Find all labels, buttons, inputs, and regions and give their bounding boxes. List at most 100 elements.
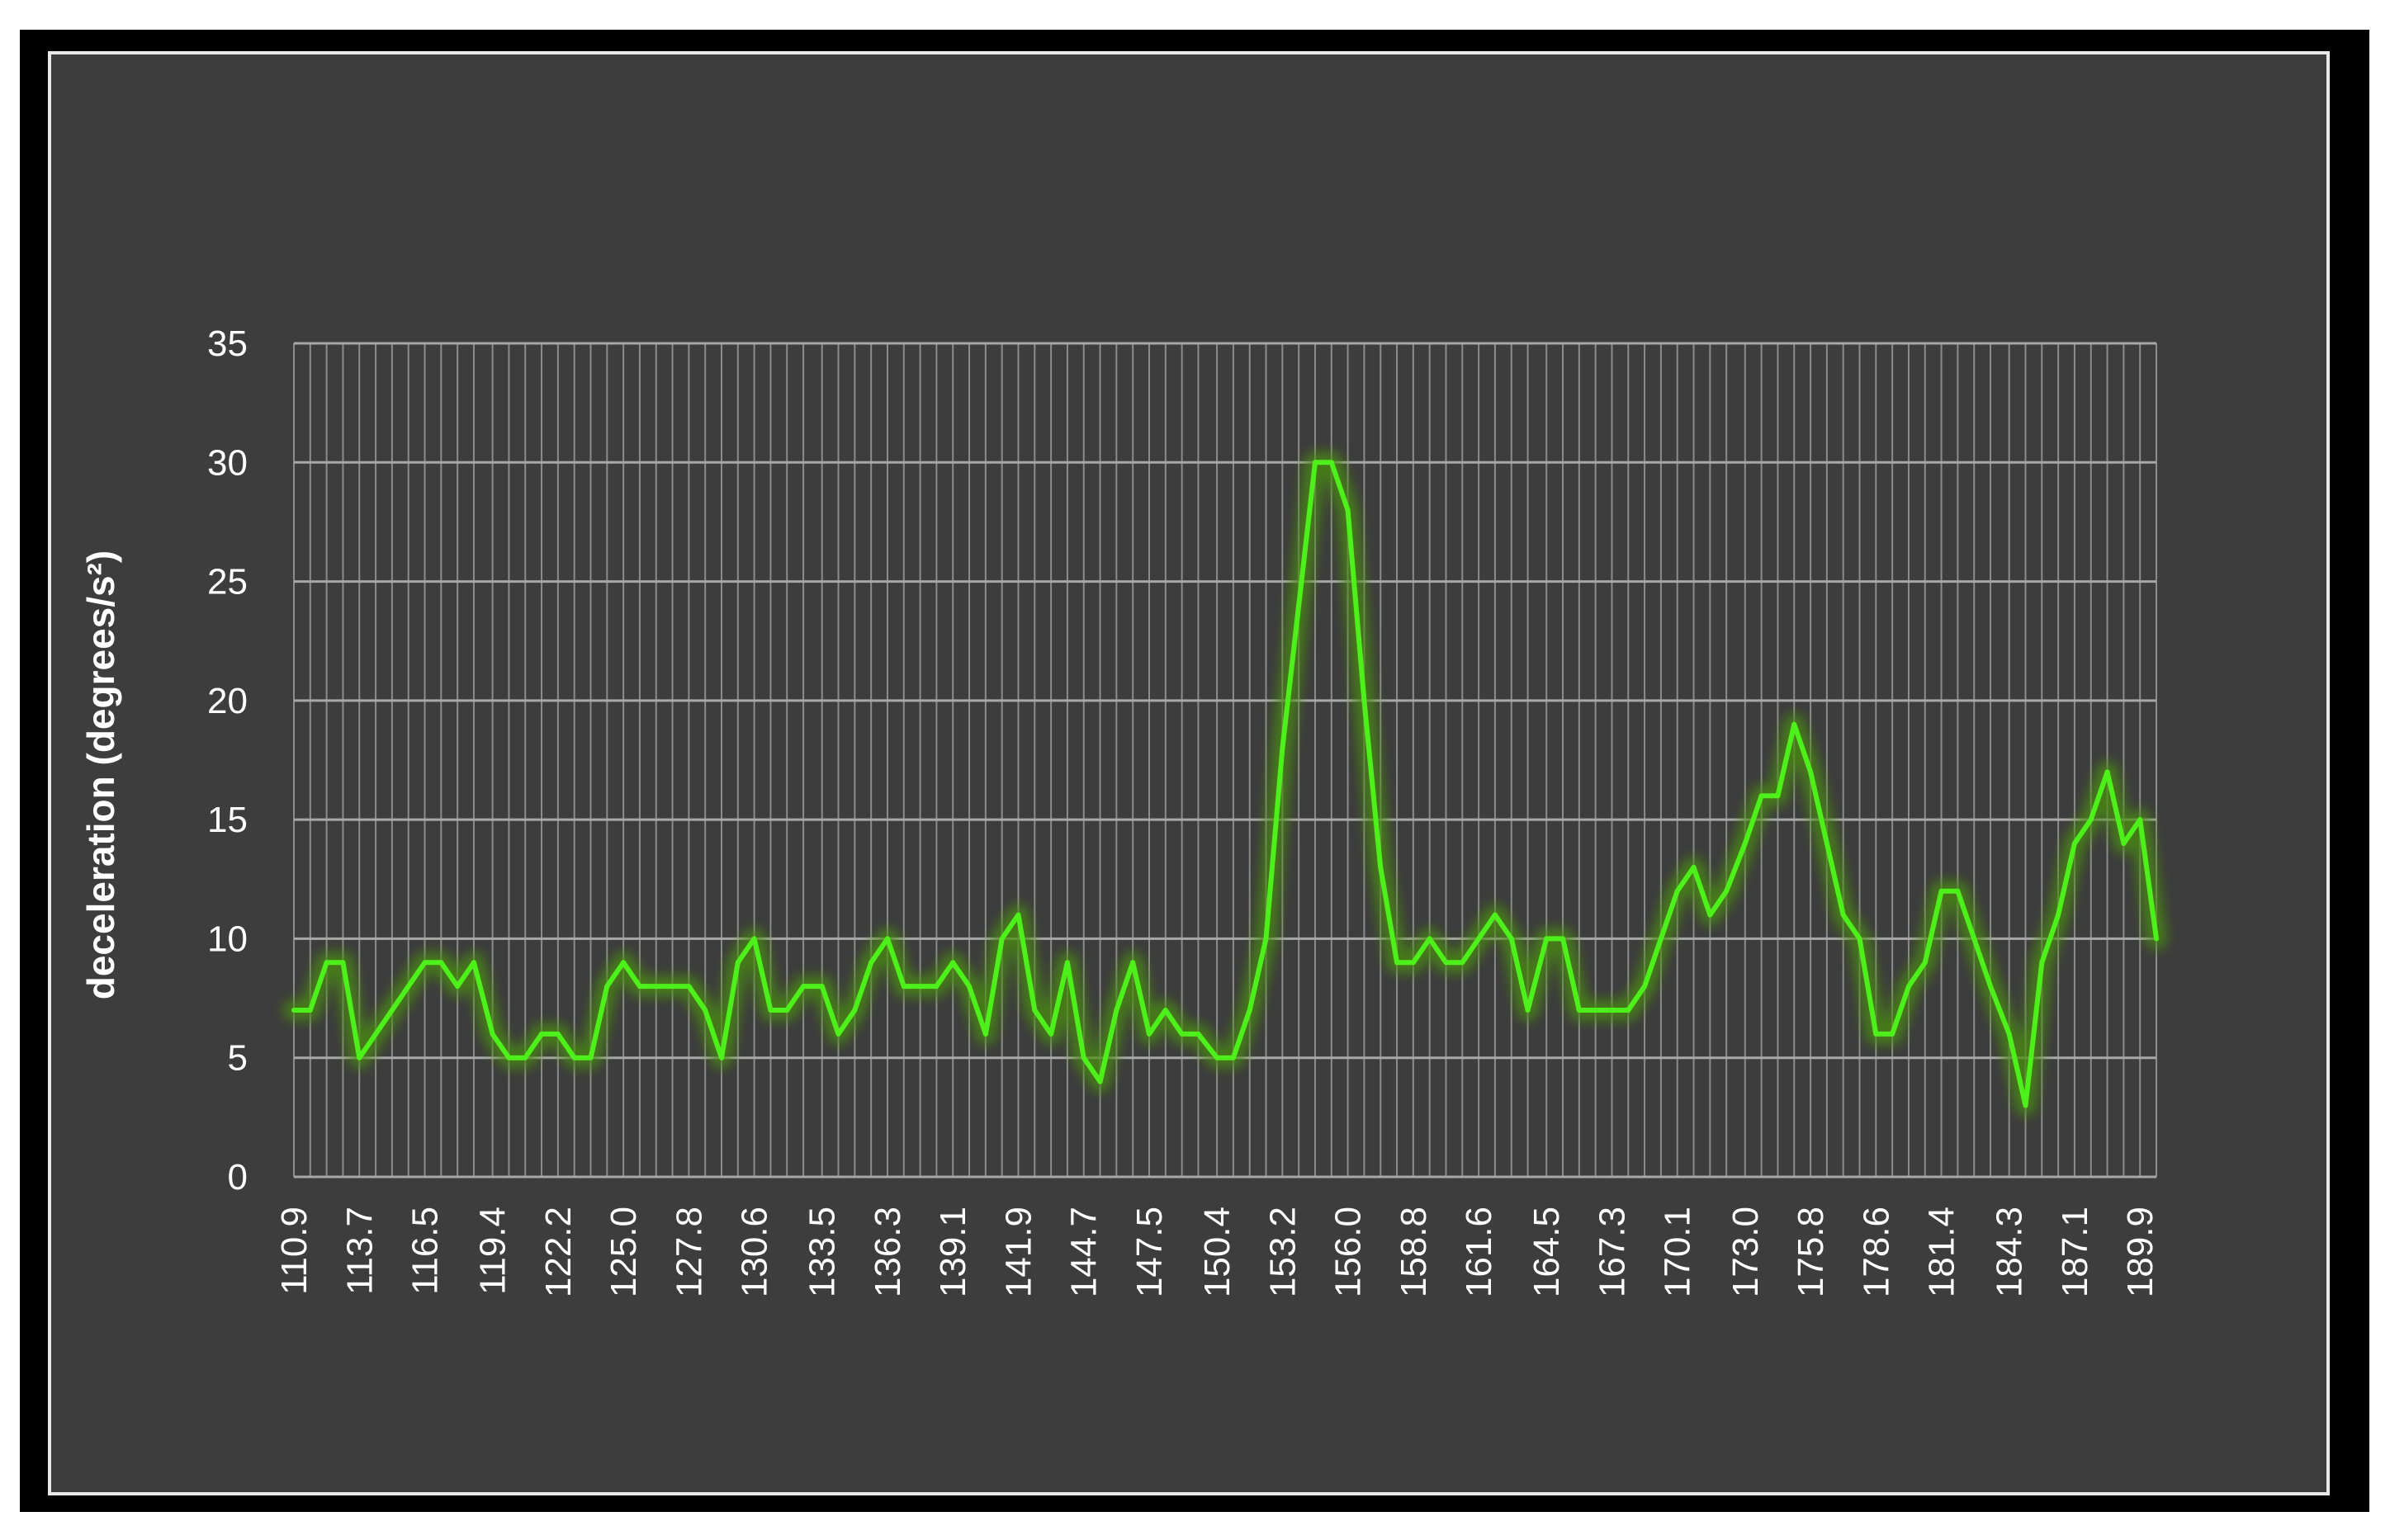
data-point [490, 1031, 495, 1037]
data-point [307, 1008, 313, 1013]
data-point [324, 960, 329, 966]
data-point [1460, 960, 1465, 966]
y-tick-label: 35 [207, 324, 248, 364]
data-point [1427, 936, 1432, 942]
data-point [1938, 888, 1944, 894]
x-tick-label: 116.5 [405, 1207, 446, 1295]
chart-panel [48, 51, 2330, 1495]
x-tick-label: 122.2 [538, 1207, 579, 1297]
data-point [604, 984, 610, 990]
data-point [1114, 1008, 1119, 1013]
data-point [1361, 697, 1367, 703]
x-tick-label: 139.1 [933, 1207, 973, 1297]
x-tick-label: 125.0 [603, 1207, 644, 1297]
x-tick-label: 189.9 [2120, 1207, 2160, 1297]
data-point [868, 960, 874, 966]
data-point [389, 1008, 395, 1013]
x-tick-label: 136.3 [868, 1207, 908, 1297]
data-point [357, 1055, 362, 1061]
data-point [539, 1031, 545, 1037]
x-tick-label: 144.7 [1064, 1207, 1105, 1297]
data-point [1971, 936, 1977, 942]
data-point [1179, 1031, 1185, 1037]
data-point [2088, 817, 2094, 823]
series-line [291, 460, 2159, 1108]
data-point [455, 984, 461, 990]
x-tick-label: 184.3 [1990, 1207, 2030, 1297]
data-point [719, 1055, 725, 1061]
data-point [768, 1008, 774, 1013]
grid [293, 342, 2157, 1179]
y-tick-label: 10 [207, 919, 248, 959]
data-point [917, 984, 923, 990]
x-tick-label: 158.8 [1394, 1207, 1434, 1297]
data-point [1263, 936, 1269, 942]
x-tick-label: 170.1 [1658, 1207, 1698, 1297]
x-tick-label: 133.5 [802, 1207, 843, 1297]
data-point [1345, 508, 1351, 513]
x-tick-label: 150.4 [1197, 1207, 1238, 1297]
data-point [1081, 1055, 1086, 1061]
x-tick-label: 187.1 [2055, 1207, 2095, 1297]
x-tick-label: 167.3 [1592, 1207, 1632, 1297]
data-point [1724, 888, 1730, 894]
series-line-glow [283, 451, 2167, 1117]
data-point [621, 960, 627, 966]
data-point [2137, 817, 2143, 823]
x-tick-label: 153.2 [1262, 1207, 1303, 1297]
data-point [653, 984, 659, 990]
data-point [735, 960, 741, 966]
data-point [405, 984, 411, 990]
x-tick-label: 119.4 [473, 1207, 513, 1295]
data-point [373, 1031, 379, 1037]
data-point [1609, 1008, 1615, 1013]
data-point [934, 984, 939, 990]
series-layer [283, 451, 2167, 1117]
data-point [819, 984, 825, 990]
y-tick-label: 5 [228, 1038, 248, 1079]
data-point [1560, 936, 1566, 942]
data-point [1905, 984, 1911, 990]
data-point [1378, 864, 1384, 870]
data-point [1394, 960, 1400, 966]
data-point [588, 1055, 594, 1061]
data-point [703, 1008, 708, 1013]
data-point [1988, 984, 1994, 990]
data-point [471, 960, 476, 966]
x-tick-label: 164.5 [1526, 1207, 1567, 1297]
data-point [1873, 1031, 1879, 1037]
data-point [1674, 888, 1680, 894]
x-tick-label: 173.0 [1725, 1207, 1766, 1297]
data-point [637, 984, 642, 990]
data-point [1328, 460, 1334, 465]
data-point [1280, 745, 1285, 751]
y-tick-label: 15 [207, 800, 248, 840]
data-point [982, 1031, 988, 1037]
y-axis-label: deceleration (degrees/s²) [79, 550, 122, 1000]
data-point [2121, 841, 2127, 846]
data-point [801, 984, 807, 990]
data-point [1410, 960, 1416, 966]
x-tick-label: 110.9 [274, 1207, 315, 1295]
y-tick-label: 20 [207, 681, 248, 721]
data-point [1195, 1031, 1201, 1037]
data-point [1824, 841, 1829, 846]
data-point [751, 936, 757, 942]
data-point [1758, 793, 1764, 799]
data-point [1922, 960, 1928, 966]
x-tick-label: 175.8 [1791, 1207, 1831, 1297]
data-point [1626, 1008, 1631, 1013]
data-point [291, 1008, 296, 1013]
data-point [1808, 769, 1814, 775]
data-point [1032, 1008, 1038, 1013]
data-point [670, 984, 675, 990]
data-point [506, 1055, 512, 1061]
data-point [1214, 1055, 1220, 1061]
y-axis-ticks: 0 5 10 15 20 25 30 35 [207, 324, 248, 1198]
data-point [1476, 936, 1482, 942]
x-tick-label: 161.6 [1459, 1207, 1499, 1297]
data-point [852, 1008, 858, 1013]
data-point [1593, 1008, 1598, 1013]
data-point [1492, 912, 1498, 918]
